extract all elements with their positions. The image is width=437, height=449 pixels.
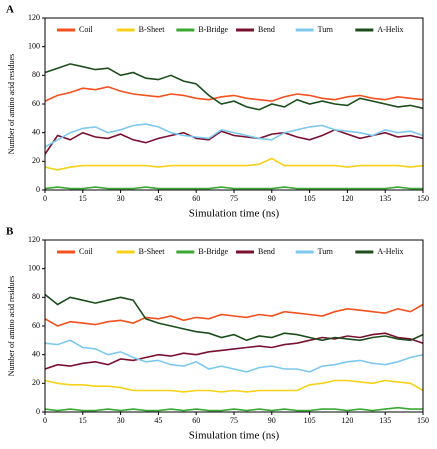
y-tick-label: 0 (36, 185, 40, 194)
x-tick-label: 135 (379, 194, 391, 203)
y-tick-label: 80 (32, 70, 40, 79)
legend-label: B-Sheet (139, 25, 166, 34)
plot-frame (44, 239, 424, 413)
legend-label: Turn (318, 247, 333, 256)
x-tick-label: 135 (379, 416, 391, 425)
x-tick-label: 60 (192, 194, 200, 203)
legend-label: B-Sheet (139, 247, 166, 256)
legend-label: A-Helix (377, 247, 403, 256)
y-tick-label: 100 (28, 41, 40, 50)
series-line (44, 157, 424, 171)
x-tick-label: 0 (43, 416, 47, 425)
x-tick-label: 0 (43, 194, 47, 203)
y-tick-label: 20 (32, 156, 40, 165)
x-tick-label: 45 (154, 194, 162, 203)
x-tick-label: 120 (341, 194, 353, 203)
x-tick-label: 45 (154, 416, 162, 425)
x-tick-label: 90 (268, 416, 276, 425)
series-line (44, 85, 424, 102)
x-tick-label: 105 (304, 416, 316, 425)
series-line (44, 63, 424, 111)
x-tick-label: 60 (192, 416, 200, 425)
x-tick-label: 90 (268, 194, 276, 203)
y-tick-label: 100 (28, 263, 40, 272)
series-line (44, 128, 424, 155)
x-tick-label: 30 (117, 416, 125, 425)
series-line (44, 406, 423, 412)
legend-label: Coil (79, 25, 94, 34)
y-tick-label: 60 (32, 321, 40, 330)
x-tick-label: 15 (79, 194, 87, 203)
x-tick-label: 15 (79, 416, 87, 425)
x-tick-label: 105 (304, 194, 316, 203)
legend-label: Bend (258, 25, 275, 34)
series-line (44, 379, 424, 393)
legend-label: B-Bridge (198, 247, 228, 256)
y-tick-label: 20 (32, 378, 40, 387)
panel-label: B (6, 226, 14, 238)
series-line (44, 293, 424, 342)
panel-label: A (6, 4, 14, 16)
y-tick-label: 120 (28, 235, 40, 244)
series-line (44, 303, 424, 327)
series-line (44, 339, 424, 373)
x-tick-label: 75 (230, 416, 238, 425)
x-axis-label: Simulation time (ns) (189, 208, 280, 220)
legend-label: Coil (79, 247, 94, 256)
x-tick-label: 30 (117, 194, 125, 203)
y-tick-label: 120 (28, 13, 40, 22)
y-axis-label: Number of amino acid residues (7, 276, 16, 376)
x-axis-label: Simulation time (ns) (189, 430, 280, 442)
y-tick-label: 40 (32, 127, 40, 136)
x-tick-label: 75 (230, 194, 238, 203)
y-tick-label: 60 (32, 99, 40, 108)
x-tick-label: 150 (417, 194, 429, 203)
y-tick-label: 40 (32, 349, 40, 358)
series-line (44, 186, 423, 190)
x-tick-label: 150 (417, 416, 429, 425)
series-line (44, 123, 424, 148)
plot-frame (44, 17, 424, 191)
y-axis-label: Number of amino acid residues (7, 54, 16, 154)
legend-label: A-Helix (377, 25, 403, 34)
y-tick-label: 80 (32, 292, 40, 301)
series-line (44, 332, 424, 370)
x-tick-label: 120 (341, 416, 353, 425)
legend-label: Bend (258, 247, 275, 256)
legend-label: B-Bridge (198, 25, 228, 34)
y-tick-label: 0 (36, 407, 40, 416)
legend-label: Turn (318, 25, 333, 34)
